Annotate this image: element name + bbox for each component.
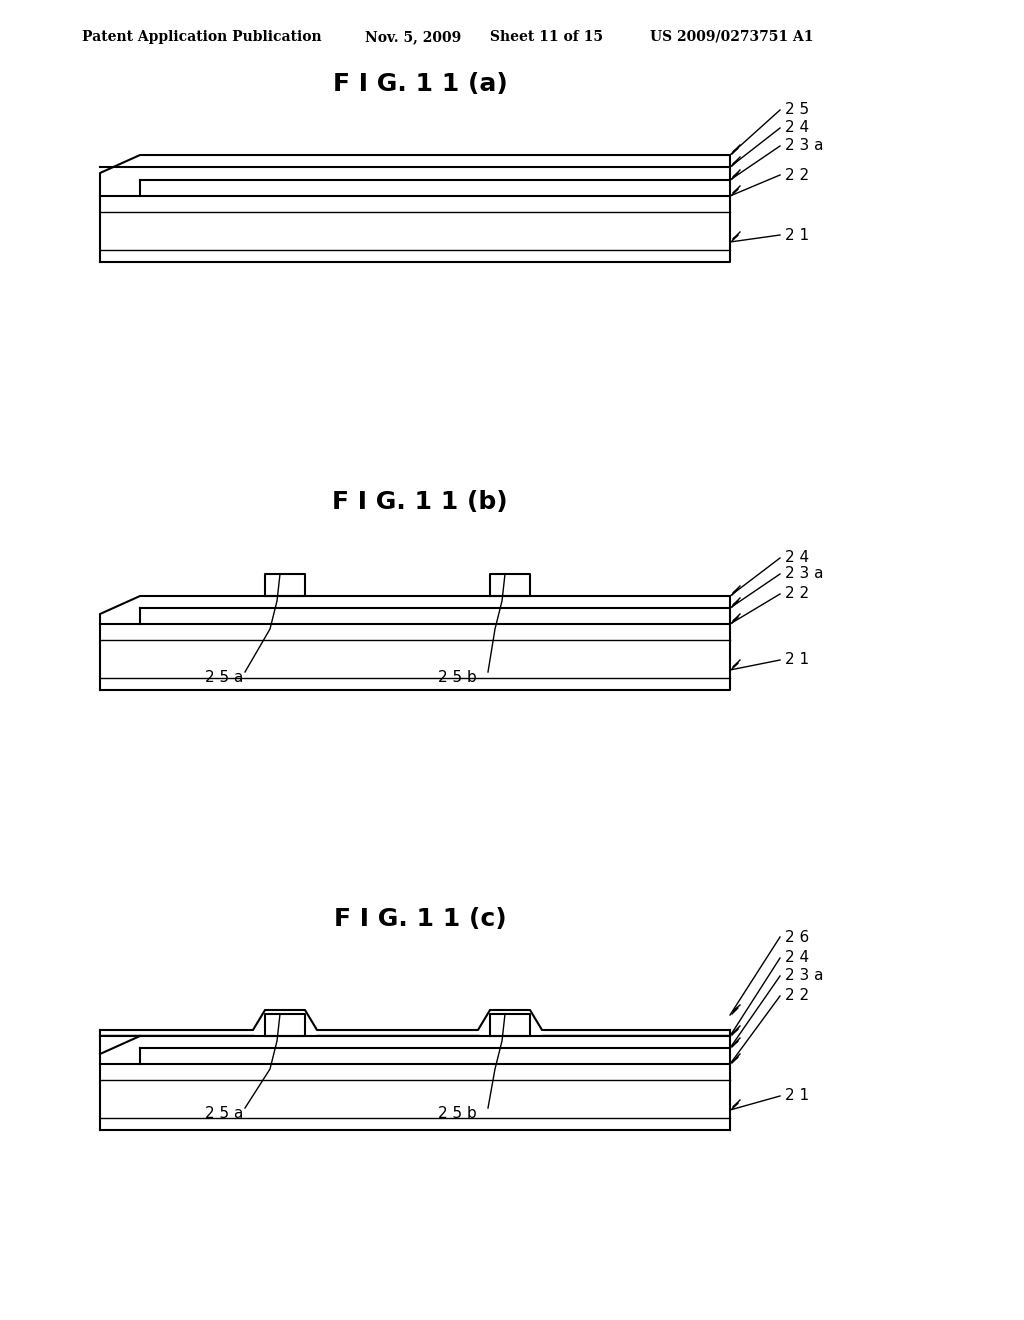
Text: F I G. 1 1 (c): F I G. 1 1 (c) bbox=[334, 907, 506, 931]
Text: 2 5 a: 2 5 a bbox=[205, 1106, 244, 1121]
Text: 2 1: 2 1 bbox=[785, 1089, 809, 1104]
Text: 2 5 a: 2 5 a bbox=[205, 669, 244, 685]
Text: Nov. 5, 2009: Nov. 5, 2009 bbox=[365, 30, 461, 44]
Text: 2 5: 2 5 bbox=[785, 103, 809, 117]
Text: Sheet 11 of 15: Sheet 11 of 15 bbox=[490, 30, 603, 44]
Text: 2 2: 2 2 bbox=[785, 989, 809, 1003]
Text: 2 3 a: 2 3 a bbox=[785, 566, 823, 582]
Text: 2 5 b: 2 5 b bbox=[438, 669, 477, 685]
Text: F I G. 1 1 (a): F I G. 1 1 (a) bbox=[333, 73, 507, 96]
Text: F I G. 1 1 (b): F I G. 1 1 (b) bbox=[332, 490, 508, 513]
Text: 2 3 a: 2 3 a bbox=[785, 139, 823, 153]
Text: 2 5 b: 2 5 b bbox=[438, 1106, 477, 1121]
Text: US 2009/0273751 A1: US 2009/0273751 A1 bbox=[650, 30, 813, 44]
Text: 2 3 a: 2 3 a bbox=[785, 969, 823, 983]
Text: 2 2: 2 2 bbox=[785, 168, 809, 182]
Text: 2 4: 2 4 bbox=[785, 120, 809, 136]
Text: 2 4: 2 4 bbox=[785, 550, 809, 565]
Text: 2 1: 2 1 bbox=[785, 227, 809, 243]
Text: 2 6: 2 6 bbox=[785, 929, 809, 945]
Text: Patent Application Publication: Patent Application Publication bbox=[82, 30, 322, 44]
Text: 2 4: 2 4 bbox=[785, 950, 809, 965]
Text: 2 2: 2 2 bbox=[785, 586, 809, 602]
Text: 2 1: 2 1 bbox=[785, 652, 809, 668]
